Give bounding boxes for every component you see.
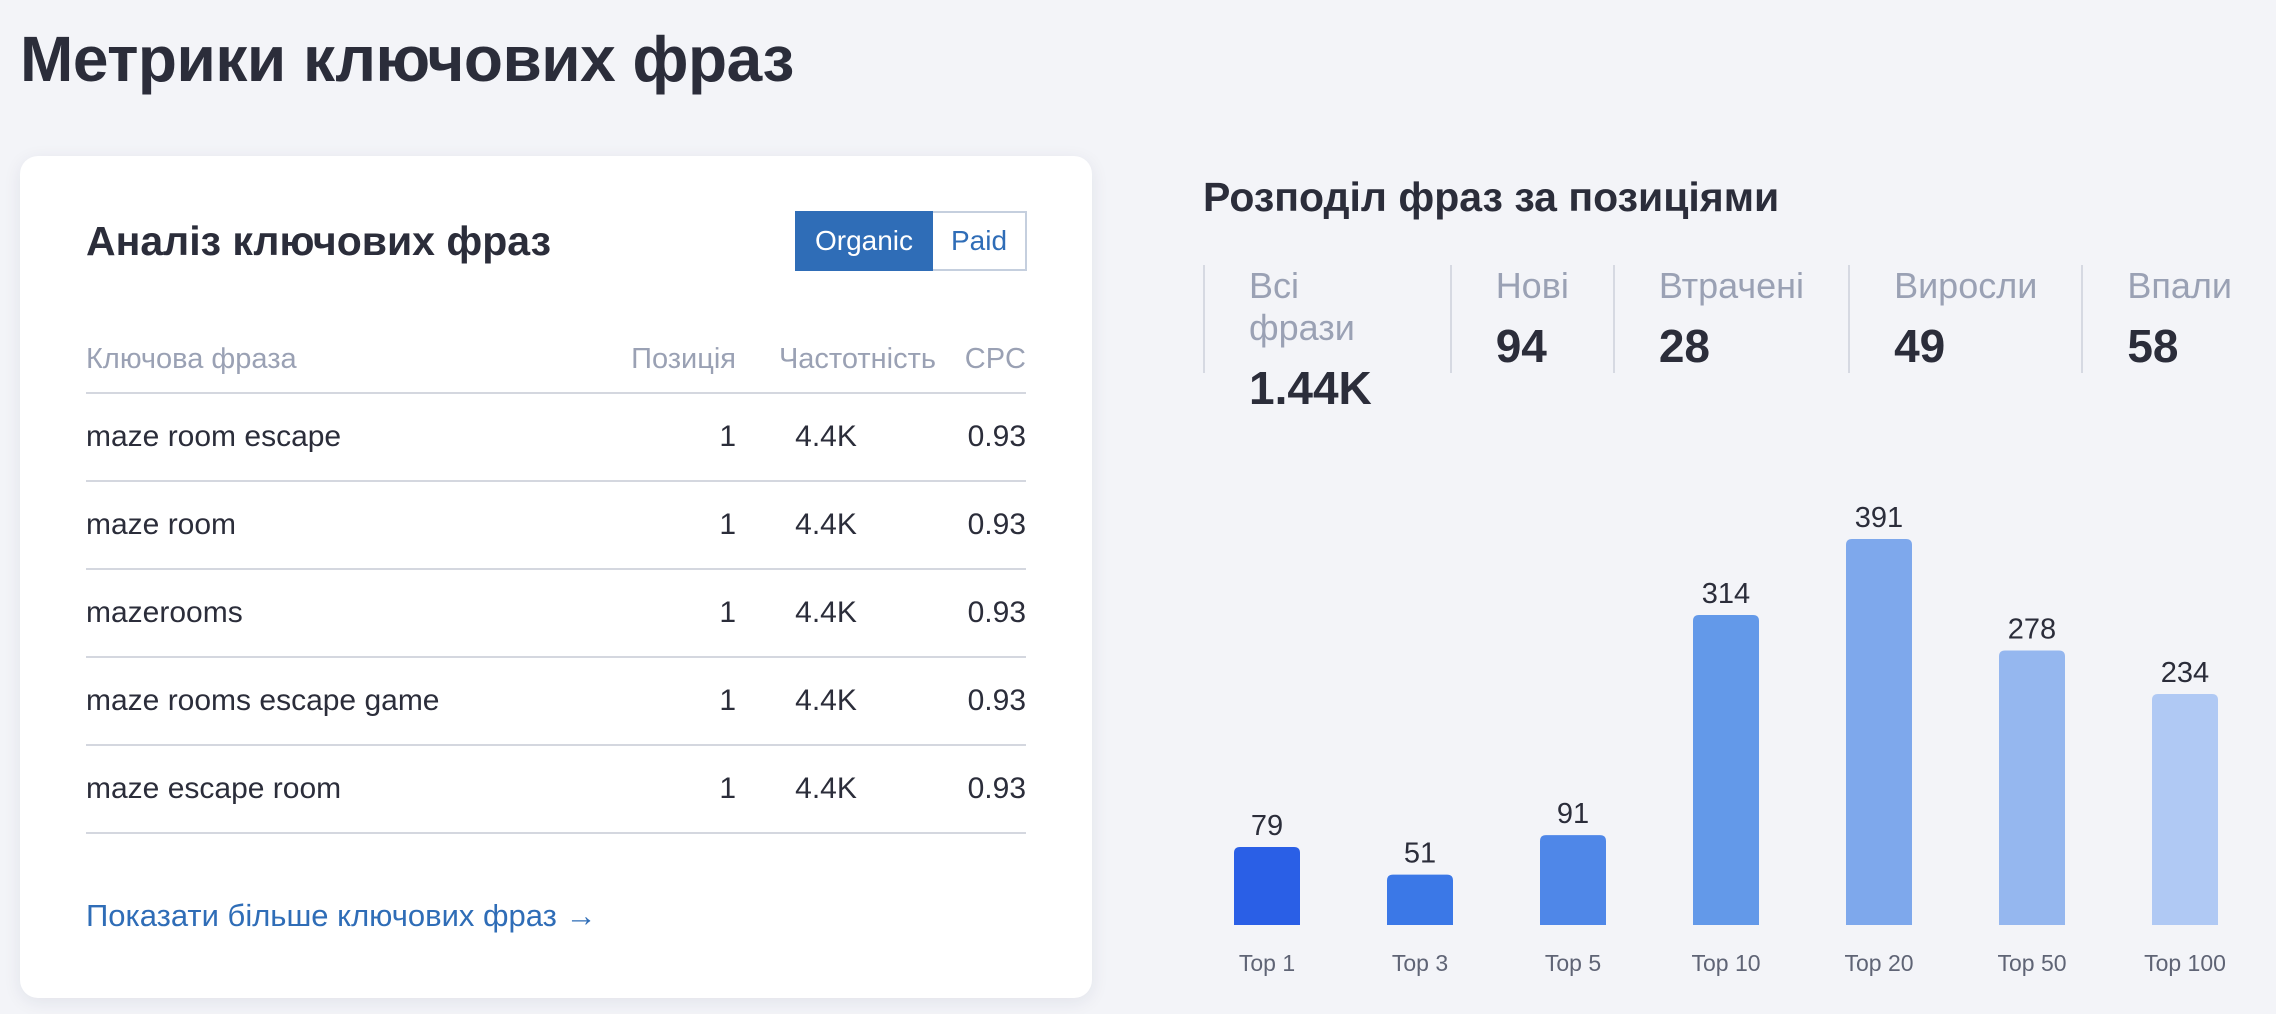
- position-cell: 1: [719, 508, 736, 541]
- stat-item[interactable]: Нові 94: [1449, 265, 1613, 373]
- paid-toggle-button[interactable]: Paid: [933, 211, 1027, 271]
- stat-value: 1.44K: [1249, 362, 1372, 414]
- table-row[interactable]: maze room 1 4.4K 0.93: [86, 482, 1026, 570]
- bar-top-3[interactable]: [1387, 874, 1453, 925]
- card-title: Аналіз ключових фраз: [86, 218, 551, 264]
- stat-value: 49: [1894, 320, 1946, 372]
- table-row[interactable]: maze room escape 1 4.4K 0.93: [86, 394, 1026, 482]
- frequency-cell: 4.4K: [795, 596, 857, 629]
- page-title: Метрики ключових фраз: [20, 23, 794, 95]
- frequency-cell: 4.4K: [795, 772, 857, 805]
- cpc-cell: 0.93: [967, 508, 1026, 541]
- stat-value: 94: [1495, 320, 1547, 372]
- stats-bar: Всі фрази 1.44K Нові 94 Втрачені 28 Виросли 49 В…: [1203, 265, 2276, 414]
- keyword-cell: maze room: [86, 508, 237, 541]
- position-distribution-chart: 79 Top 1 51 Top 3 91 Top 5 314 Top 10 391 Top 20 2…: [1234, 502, 2226, 976]
- stat-label: Впали: [2127, 265, 2232, 306]
- keyword-analysis-card: Аналіз ключових фраз Organic Paid Ключов…: [20, 156, 1092, 998]
- cpc-cell: 0.93: [967, 684, 1026, 717]
- stat-item[interactable]: Впали 58: [2081, 265, 2276, 373]
- table-row[interactable]: maze rooms escape game 1 4.4K 0.93: [86, 658, 1026, 746]
- bar-value-label: 91: [1557, 798, 1589, 830]
- stat-item[interactable]: Втрачені 28: [1612, 265, 1848, 373]
- x-tick-label: Top 3: [1392, 950, 1448, 976]
- x-tick-label: Top 10: [1691, 950, 1760, 976]
- stat-item[interactable]: Всі фрази 1.44K: [1203, 265, 1450, 414]
- bar-value-label: 278: [2008, 614, 2056, 646]
- table-row[interactable]: mazerooms 1 4.4K 0.93: [86, 570, 1026, 658]
- keyword-cell: mazerooms: [86, 596, 243, 629]
- keyword-cell: maze escape room: [86, 772, 342, 805]
- column-header-keyword[interactable]: Ключова фраза: [86, 342, 297, 375]
- table-header: Ключова фраза Позиція Частотність CPC: [86, 326, 1026, 394]
- column-header-frequency[interactable]: Частотність: [778, 342, 936, 375]
- bar-value-label: 79: [1251, 810, 1283, 842]
- x-tick-label: Top 5: [1545, 950, 1601, 976]
- x-tick-label: Top 100: [2144, 950, 2226, 976]
- stat-value: 28: [1658, 320, 1711, 372]
- stat-item[interactable]: Виросли 49: [1848, 265, 2081, 373]
- stat-value: 58: [2127, 320, 2179, 372]
- x-tick-label: Top 1: [1239, 950, 1295, 976]
- keyword-cell: maze rooms escape game: [86, 684, 440, 717]
- bar-top-50[interactable]: [1999, 650, 2065, 925]
- stat-label: Нові: [1495, 265, 1569, 306]
- cpc-cell: 0.93: [967, 596, 1026, 629]
- x-tick-label: Top 20: [1844, 950, 1913, 976]
- column-header-cpc[interactable]: CPC: [964, 342, 1026, 375]
- bar-top-100[interactable]: [2152, 693, 2218, 925]
- x-tick-label: Top 50: [1997, 950, 2066, 976]
- position-cell: 1: [719, 684, 736, 717]
- keyword-cell: maze room escape: [86, 420, 342, 453]
- frequency-cell: 4.4K: [795, 684, 857, 717]
- frequency-cell: 4.4K: [795, 508, 857, 541]
- frequency-cell: 4.4K: [795, 420, 857, 453]
- bar-value-label: 391: [1855, 502, 1903, 534]
- bar-top-20[interactable]: [1846, 539, 1912, 925]
- position-cell: 1: [719, 772, 736, 805]
- organic-paid-toggle: Organic Paid: [795, 211, 1027, 271]
- stat-label: Виросли: [1894, 265, 2038, 306]
- column-header-position[interactable]: Позиція: [631, 342, 736, 375]
- position-cell: 1: [719, 420, 736, 453]
- bar-top-1[interactable]: [1234, 847, 1300, 925]
- bar-value-label: 234: [2161, 657, 2209, 689]
- cpc-cell: 0.93: [967, 772, 1026, 805]
- table-row[interactable]: maze escape room 1 4.4K 0.93: [86, 746, 1026, 834]
- stat-label: Втрачені: [1658, 265, 1805, 306]
- position-cell: 1: [719, 596, 736, 629]
- bar-top-5[interactable]: [1540, 835, 1606, 925]
- show-more-keywords-link[interactable]: Показати більше ключових фраз →: [86, 898, 597, 933]
- keywords-table: Ключова фраза Позиція Частотність CPC ma…: [86, 326, 1026, 834]
- bar-value-label: 51: [1404, 838, 1436, 870]
- distribution-title: Розподіл фраз за позиціями: [1203, 174, 1780, 220]
- organic-toggle-button[interactable]: Organic: [795, 211, 933, 271]
- bar-value-label: 314: [1702, 578, 1750, 610]
- cpc-cell: 0.93: [967, 420, 1026, 453]
- bar-top-10[interactable]: [1693, 615, 1759, 925]
- stat-label: Всі фрази: [1249, 265, 1355, 348]
